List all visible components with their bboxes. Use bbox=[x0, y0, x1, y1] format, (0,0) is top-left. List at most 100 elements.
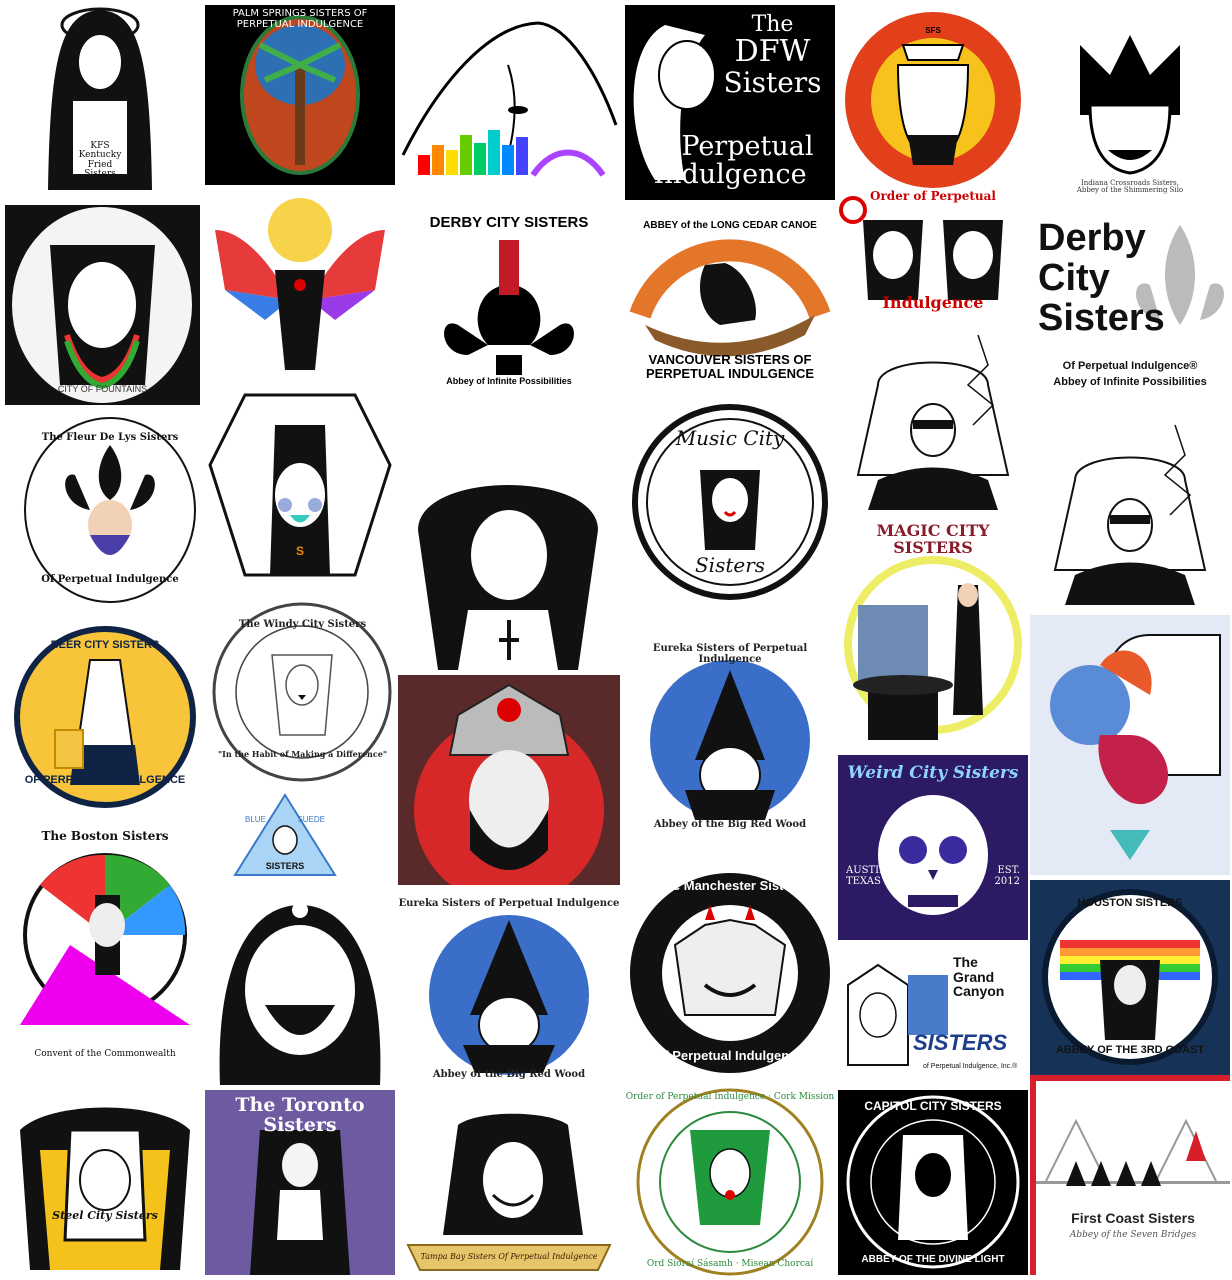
logo-city-of-fountains: CITY OF FOUNTAINS bbox=[5, 205, 200, 405]
order-subtitle: Indulgence bbox=[882, 293, 984, 312]
palm-tree-icon bbox=[240, 15, 360, 175]
derby-circle-subtitle: Abbey of Infinite Possibilities bbox=[446, 376, 572, 386]
toronto-nun bbox=[205, 1090, 395, 1275]
logo-toronto: The Toronto Sisters bbox=[205, 1090, 395, 1275]
beer-city-title: BEER CITY SISTERS bbox=[50, 639, 160, 651]
logo-white-veil-nun: S bbox=[205, 385, 395, 585]
fleur-lipstick-icon bbox=[444, 240, 574, 375]
logo-magic-city: MAGIC CITY SISTERS bbox=[838, 515, 1028, 750]
logo-skyline-nun bbox=[398, 5, 620, 200]
logo-tree-nun-1 bbox=[838, 325, 1028, 510]
logo-fleur-de-lys: The Fleur De Lys Sisters Of Perpetual In… bbox=[20, 415, 200, 605]
capitol-city-title: CAPITOL CITY SISTERS bbox=[864, 1099, 1002, 1113]
fountains-caption: CITY OF FOUNTAINS bbox=[57, 384, 148, 394]
sugar-skull-icon bbox=[878, 795, 988, 915]
dfw-title: The DFW Sisters bbox=[723, 12, 822, 99]
logo-weird-city: Weird City Sisters AUSTIN TEXAS EST. 2012 bbox=[838, 755, 1028, 940]
white-veil-nun-illustration bbox=[208, 393, 392, 577]
rainbow-flower-nun bbox=[1050, 634, 1221, 860]
houston-bottom: ABBEY OF THE 3RD COAST bbox=[1055, 1044, 1205, 1056]
skyline-nun-illustration bbox=[401, 21, 618, 177]
grand-canyon-sisters: SISTERS bbox=[913, 1030, 1008, 1055]
derby-big-title: Derby City Sisters bbox=[1038, 217, 1165, 339]
logo-dfw: The DFW Sisters of Perpetual Indulgence bbox=[625, 5, 835, 200]
boston-title: The Boston Sisters bbox=[41, 829, 169, 843]
blue-label: BLUE bbox=[245, 815, 266, 824]
logo-indiana: Indiana Crossroads Sisters, Abbey of the … bbox=[1030, 5, 1230, 205]
logo-palm-springs: PALM SPRINGS SISTERS OF PERPETUAL INDULG… bbox=[205, 5, 395, 185]
order-title: Order of Perpetual bbox=[870, 190, 996, 203]
grand-canyon-sub: of Perpetual Indulgence, Inc.® bbox=[923, 1063, 1018, 1070]
houston-skyline-nun bbox=[1042, 889, 1218, 1065]
first-coast-title: First Coast Sisters bbox=[1071, 1210, 1195, 1226]
logo-cork: Order of Perpetual Indulgence · Cork Mis… bbox=[625, 1085, 835, 1280]
eureka2-title: Eureka Sisters of Perpetual Indulgence bbox=[398, 898, 620, 909]
logo-steel-city: Steel City Sisters bbox=[10, 1090, 200, 1275]
tampa-bay-banner: Tampa Bay Sisters Of Perpetual Indulgenc… bbox=[420, 1252, 598, 1261]
logo-derby-big: Derby City Sisters Of Perpetual Indulgence… bbox=[1030, 215, 1230, 395]
tree-nun-icon bbox=[856, 334, 1010, 510]
tampa-bay-nun bbox=[406, 1113, 612, 1271]
palm-springs-arc-text: PALM SPRINGS SISTERS OF PERPETUAL INDULG… bbox=[232, 8, 368, 30]
rose-bishop-illustration bbox=[414, 683, 604, 885]
logo-manchester: The Manchester Sisters of Perpetual Indu… bbox=[625, 865, 835, 1080]
two-nuns-icon bbox=[839, 196, 1003, 300]
logo-rainbow-flower bbox=[1030, 615, 1230, 875]
indiana-caption: Indiana Crossroads Sisters, Abbey of the … bbox=[1076, 179, 1184, 195]
boston-rainbow-nun bbox=[20, 853, 190, 1025]
music-city-subtitle: Sisters bbox=[694, 553, 766, 577]
logo-derby-circle: DERBY CITY SISTERS Abbey of Infinite Pos… bbox=[398, 205, 620, 395]
logo-eureka-1: Eureka Sisters of Perpetual Indulgence A… bbox=[625, 640, 835, 840]
vancouver-arc: ABBEY of the LONG CEDAR CANOE bbox=[643, 220, 817, 231]
kfs-nun-illustration bbox=[48, 7, 152, 190]
music-city-title: Music City bbox=[675, 426, 785, 450]
logo-first-coast: First Coast Sisters Abbey of the Seven B… bbox=[1030, 1075, 1230, 1275]
fleur-lys-nun bbox=[24, 417, 196, 603]
fleur-lys-arc: The Fleur De Lys Sisters bbox=[41, 432, 179, 443]
beer-city-bottom: OF PERPETUAL INDULGENCE bbox=[24, 774, 186, 786]
logo-boston: The Boston Sisters Convent of the Common… bbox=[10, 825, 200, 1075]
sun-nun-icon bbox=[845, 12, 1021, 188]
dfw-subtitle: of Perpetual Indulgence bbox=[646, 131, 814, 191]
first-coast-subtitle: Abbey of the Seven Bridges bbox=[1069, 1230, 1197, 1240]
logo-order-perpetual: Order of Perpetual Indulgence bbox=[838, 190, 1028, 320]
logo-grand-canyon: The Grand Canyon SISTERS of Perpetual Indu… bbox=[838, 945, 1028, 1080]
cork-title: Order of Perpetual Indulgence · Cork Mis… bbox=[625, 1092, 835, 1102]
eureka-redwood-nun bbox=[650, 660, 810, 820]
grand-canyon-nun bbox=[847, 963, 948, 1066]
logo-rose-bishop bbox=[398, 675, 620, 885]
toronto-title: The Toronto Sisters bbox=[235, 1094, 365, 1136]
windy-city-title: The Windy City Sisters bbox=[238, 619, 367, 630]
derby-big-sub2: Abbey of Infinite Possibilities bbox=[1053, 376, 1207, 388]
kfs-caption: KFS Kentucky Fried Sisters bbox=[78, 141, 122, 180]
capitol-city-nun bbox=[846, 1095, 1020, 1269]
logo-blue-suede: BLUE SUEDE SISTERS bbox=[230, 790, 340, 880]
derby-circle-title: DERBY CITY SISTERS bbox=[429, 214, 589, 231]
magic-city-title: MAGIC CITY SISTERS bbox=[876, 521, 990, 557]
manchester-devil-nun bbox=[630, 873, 830, 1073]
windy-city-motto: "In the Habit of Making a Difference" bbox=[218, 749, 387, 759]
dfw-nun-face bbox=[633, 25, 716, 180]
blue-suede-pyramid bbox=[233, 793, 337, 876]
white-veil-initial: S bbox=[295, 544, 304, 558]
logo-rainbow-angel bbox=[205, 190, 395, 390]
logo-eureka-2: Eureka Sisters of Perpetual Indulgence A… bbox=[398, 895, 620, 1085]
tree-nun-icon-2 bbox=[1053, 424, 1207, 605]
fleur-de-lis-icon bbox=[1136, 225, 1224, 325]
laughing-nun-illustration bbox=[219, 902, 381, 1085]
sisters-label: SISTERS bbox=[265, 861, 305, 871]
logo-tree-nun-2 bbox=[1030, 410, 1230, 605]
eureka1-bottom: Abbey of the Big Red Wood bbox=[653, 819, 807, 830]
logo-sfs-sun: SFS bbox=[838, 5, 1028, 195]
eureka1-title: Eureka Sisters of Perpetual Indulgence bbox=[652, 643, 808, 665]
black-hood-icon bbox=[418, 485, 598, 670]
rainbow-wings-icon bbox=[215, 198, 385, 370]
eureka-redwood-nun-2 bbox=[429, 915, 589, 1075]
vancouver-caption: VANCOUVER SISTERS OF PERPETUAL INDULGENCE bbox=[645, 352, 815, 381]
fountains-nun-illustration bbox=[12, 207, 192, 403]
first-coast-bridge bbox=[1036, 1118, 1230, 1186]
manchester-title: The Manchester Sisters bbox=[657, 878, 803, 893]
windy-city-seal bbox=[212, 602, 392, 782]
weird-city-title: Weird City Sisters bbox=[847, 763, 1019, 783]
logo-music-city: Music City Sisters bbox=[625, 400, 835, 605]
